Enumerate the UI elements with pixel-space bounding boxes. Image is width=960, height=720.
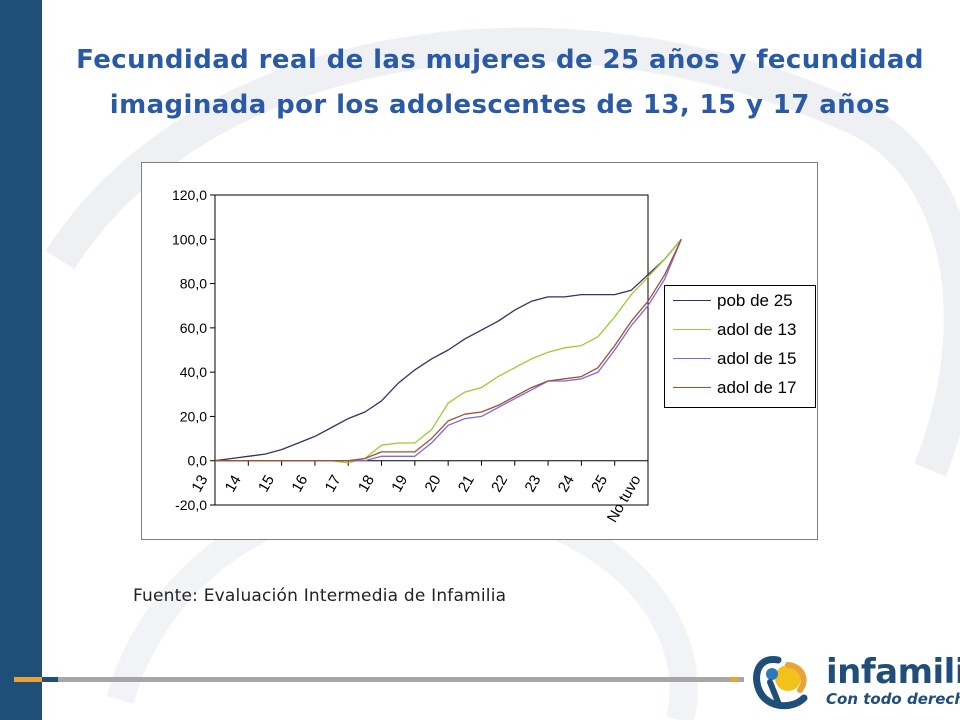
legend-item: adol de 17 bbox=[671, 377, 813, 399]
legend-swatch bbox=[673, 387, 711, 388]
legend-item: adol de 13 bbox=[671, 319, 813, 341]
bottom-decor-strip bbox=[14, 677, 744, 682]
y-tick-label: 0,0 bbox=[188, 453, 208, 469]
line-chart: -20,0 0,0 20,0 40,0 60,0 80,0 100,0 120,0 13 14 15… bbox=[172, 187, 682, 525]
x-tick-label: 18 bbox=[355, 472, 378, 495]
legend-swatch bbox=[673, 300, 711, 301]
x-tick-label: 25 bbox=[588, 472, 611, 495]
chart-legend: pob de 25 adol de 13 adol de 15 adol de 17 bbox=[664, 285, 816, 408]
x-tick-label: 19 bbox=[388, 472, 411, 495]
infamilia-logo: infamilia Con todo derecho bbox=[748, 652, 960, 714]
x-tick-label: 16 bbox=[288, 472, 311, 495]
title-line-1: Fecundidad real de las mujeres de 25 año… bbox=[76, 45, 924, 75]
left-sidebar-bar bbox=[0, 0, 42, 720]
logo-tagline: Con todo derecho bbox=[826, 690, 960, 708]
legend-label: adol de 15 bbox=[717, 349, 797, 368]
y-tick-label: 100,0 bbox=[172, 231, 207, 247]
series-line-3 bbox=[215, 239, 682, 462]
x-tick-label: 24 bbox=[555, 472, 578, 495]
legend-item: adol de 15 bbox=[671, 348, 813, 370]
x-tick-label: 20 bbox=[422, 472, 445, 495]
x-tick-label: 21 bbox=[455, 472, 478, 495]
chart-frame: -20,0 0,0 20,0 40,0 60,0 80,0 100,0 120,0 13 14 15… bbox=[141, 162, 818, 540]
y-tick-label: 60,0 bbox=[180, 320, 207, 336]
x-tick-label: 23 bbox=[521, 472, 544, 495]
legend-label: adol de 13 bbox=[717, 320, 797, 339]
legend-label: adol de 17 bbox=[717, 378, 797, 397]
y-tick-label: 80,0 bbox=[180, 276, 207, 292]
y-tick-label: 120,0 bbox=[172, 187, 207, 203]
legend-label: pob de 25 bbox=[717, 291, 793, 310]
x-tick-label: 14 bbox=[222, 472, 245, 495]
infamilia-logo-icon bbox=[753, 656, 808, 710]
y-tick-label: -20,0 bbox=[175, 497, 207, 513]
legend-swatch bbox=[673, 329, 711, 330]
bottom-strip-end bbox=[730, 677, 738, 682]
series-line-0 bbox=[214, 238, 682, 462]
slide-title: Fecundidad real de las mujeres de 25 año… bbox=[60, 38, 940, 128]
x-tick-label: 17 bbox=[322, 472, 345, 495]
x-tick-label: 15 bbox=[255, 472, 278, 495]
legend-swatch bbox=[673, 358, 711, 359]
plot-area bbox=[214, 194, 649, 506]
y-tick-label: 20,0 bbox=[180, 408, 207, 424]
source-note: Fuente: Evaluación Intermedia de Infamil… bbox=[133, 586, 507, 606]
legend-item: pob de 25 bbox=[671, 290, 813, 312]
x-tick-label: 13 bbox=[188, 472, 211, 495]
y-tick-label: 40,0 bbox=[180, 364, 207, 380]
x-tick-label: 22 bbox=[488, 472, 511, 495]
title-line-2: imaginada por los adolescentes de 13, 15… bbox=[109, 90, 891, 120]
logo-name: infamilia bbox=[826, 652, 960, 692]
